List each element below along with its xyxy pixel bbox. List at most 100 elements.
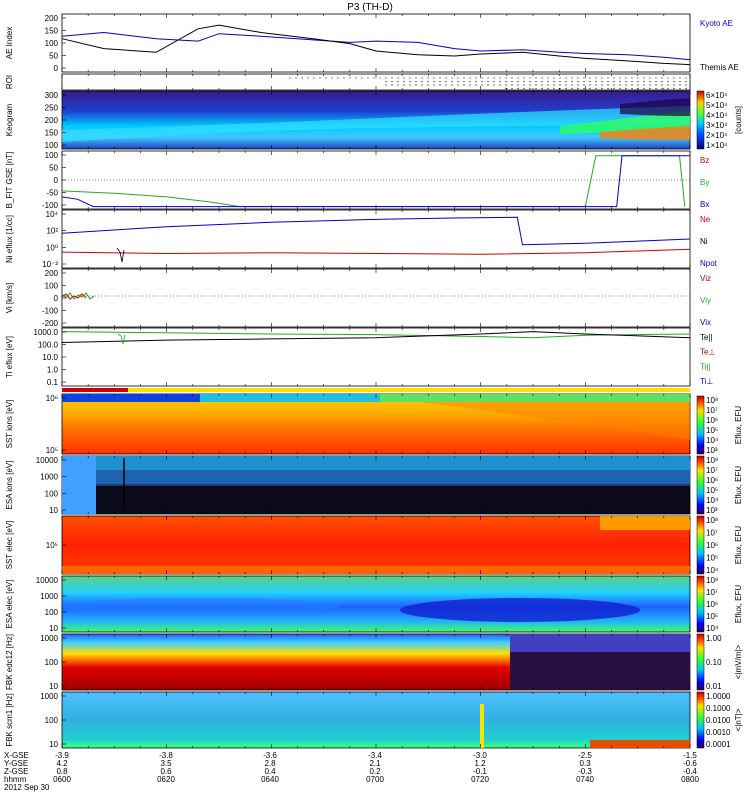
roi-dot — [433, 77, 435, 79]
colorbar-tick-label: 4×10⁴ — [706, 111, 728, 120]
roi-dot — [289, 77, 291, 79]
roi-dot — [469, 77, 471, 79]
roi-dot — [451, 80, 453, 83]
roi-dot — [535, 77, 537, 79]
roi-dot — [535, 80, 537, 83]
panel-ylabel-ni: Ni eflux [1/cc] — [5, 215, 14, 263]
colorbar-tick-label: 10⁵ — [706, 426, 718, 435]
roi-dot — [505, 77, 507, 79]
roi-dot — [559, 84, 561, 86]
colorbar — [696, 515, 705, 575]
ytick-label: 10000 — [36, 456, 59, 465]
footer-value: 1.2 — [474, 759, 486, 768]
roi-dot — [613, 87, 615, 90]
roi-dot — [571, 80, 573, 83]
footer-value: -3.0 — [473, 751, 487, 760]
roi-dot — [469, 84, 471, 86]
panel-esa-ions — [61, 455, 691, 515]
roi-dot — [667, 80, 669, 83]
colorbar — [696, 633, 705, 691]
roi-dot — [409, 77, 411, 79]
roi-dot — [499, 84, 501, 86]
colorbar-tick-label: 10⁶ — [706, 541, 718, 550]
roi-dot — [601, 80, 603, 83]
roi-dot — [631, 80, 633, 83]
footer-value: 0640 — [261, 775, 279, 784]
legend-label-ti: Te⊥ — [700, 348, 715, 357]
panel-vi — [61, 268, 691, 328]
roi-dot — [481, 80, 483, 83]
roi-dot — [637, 84, 639, 86]
colorbar-tick-label: 10⁴ — [706, 496, 719, 505]
roi-dot — [619, 87, 621, 90]
colorbar-tick-label: 10³ — [706, 446, 718, 455]
panel-ylabel-sst_e: SST elec [eV] — [5, 521, 14, 570]
roi-dot — [559, 77, 561, 79]
panel-ylabel-sst_i: SST ions [eV] — [5, 400, 14, 449]
roi-dot — [577, 77, 579, 79]
roi-dot — [457, 80, 459, 83]
footer-value: 0.3 — [579, 759, 591, 768]
ytick-label: 100 — [45, 716, 59, 725]
footer-value: 0.4 — [264, 767, 276, 776]
legend-label-ni: Ne — [700, 215, 711, 224]
colorbar-unit: [counts] — [734, 106, 743, 134]
roi-dot — [643, 84, 645, 86]
footer-value: 0700 — [366, 775, 384, 784]
roi-dot — [409, 80, 411, 83]
legend-label-ti: Ti⊥ — [700, 377, 713, 386]
legend-label-ni: Npot — [700, 259, 718, 268]
roi-dot — [445, 80, 447, 83]
roi-dot — [379, 77, 381, 79]
ytick-label: 100.0 — [38, 341, 59, 350]
ytick-label: 10 — [49, 624, 58, 633]
colorbar-tick-label: 5×10⁴ — [706, 101, 728, 110]
footer-value: -3.8 — [159, 751, 173, 760]
roi-dot — [553, 87, 555, 90]
panel-ylabel-ae: AE Index — [5, 27, 14, 59]
colorbar-tick-label: 6×10⁴ — [706, 91, 728, 100]
colorbar-tick-label: 0.01 — [706, 682, 722, 691]
panel-esa-elec — [60, 575, 691, 633]
colorbar-tick-label: 10⁸ — [706, 396, 718, 405]
roi-dot — [421, 80, 423, 83]
roi-dot — [655, 87, 657, 90]
roi-dot — [433, 84, 435, 86]
ytick-label: 10 — [49, 740, 58, 749]
roi-dot — [385, 84, 387, 86]
legend-label-ae: Themis AE — [700, 63, 739, 72]
panel-ae — [61, 13, 691, 73]
roi-dot — [517, 77, 519, 79]
roi-dot — [571, 77, 573, 79]
colorbar-unit: <|mV/m|> — [734, 644, 743, 679]
panel-sst-ions — [61, 393, 691, 455]
roi-dot — [607, 87, 609, 90]
ytick-label: 10.0 — [42, 353, 58, 362]
footer-value: 2.8 — [264, 759, 276, 768]
ytick-label: 1000 — [40, 634, 58, 643]
colorbar — [696, 455, 705, 515]
ytick-label: 300 — [45, 91, 59, 100]
roi-dot — [553, 80, 555, 83]
legend-label-ni: Ni — [700, 237, 708, 246]
roi-dot — [547, 80, 549, 83]
roi-dot — [457, 77, 459, 79]
colorbar-tick-label: 10⁵ — [706, 486, 718, 495]
roi-dot — [547, 84, 549, 86]
roi-dot — [643, 77, 645, 79]
roi-dot — [427, 77, 429, 79]
roi-dot — [319, 77, 321, 79]
colorbar-tick-label: 1×10⁴ — [706, 141, 728, 150]
footer-value: 0800 — [681, 775, 699, 784]
footer-value: -0.1 — [473, 767, 487, 776]
ytick-label: 0 — [54, 176, 59, 185]
roi-dot — [655, 84, 657, 86]
roi-dot — [403, 84, 405, 86]
roi-dot — [673, 87, 675, 90]
colorbar — [696, 395, 705, 455]
roi-dot — [511, 87, 513, 90]
roi-dot — [673, 84, 675, 86]
legend-label-ti: Te|| — [700, 333, 713, 342]
panel-sst-elec — [61, 515, 691, 575]
footer-row-label: Y-GSE — [4, 759, 28, 768]
